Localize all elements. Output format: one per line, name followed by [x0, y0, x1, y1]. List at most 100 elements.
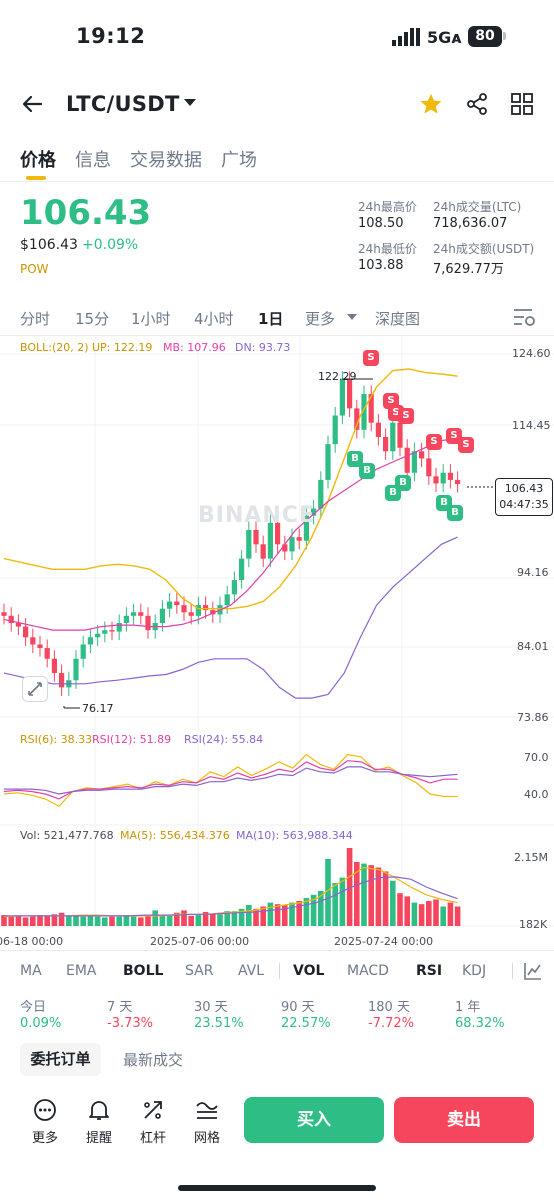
sell-marker[interactable]: S — [426, 434, 442, 450]
boll-mb: MB: 107.96 — [163, 341, 226, 354]
candlestick-chart[interactable] — [0, 336, 554, 936]
buy-marker[interactable]: B — [395, 475, 411, 491]
chart-settings-icon[interactable] — [512, 306, 536, 328]
candle-body — [231, 580, 237, 595]
interval-4h[interactable]: 4小时 — [194, 310, 234, 328]
indicator-rsi[interactable]: RSI — [416, 963, 443, 979]
tab-square[interactable]: 广场 — [221, 150, 257, 171]
volume-bar — [274, 904, 281, 926]
interval-1h[interactable]: 1小时 — [131, 310, 171, 328]
indicator-avl[interactable]: AVL — [238, 963, 265, 979]
indicator-settings-icon[interactable] — [523, 961, 543, 981]
candle-body — [145, 615, 151, 631]
interval-15m[interactable]: 15分 — [75, 310, 110, 328]
volume-bar — [174, 912, 180, 926]
pair-title[interactable]: LTC/USDT — [66, 92, 180, 116]
volume-bar — [102, 917, 108, 926]
indicator-boll[interactable]: BOLL — [123, 963, 164, 979]
sell-marker[interactable]: S — [363, 350, 379, 366]
volume-bar — [58, 912, 65, 926]
grid-label[interactable]: 网格 — [194, 1131, 221, 1146]
volume-bar — [138, 917, 144, 926]
bell-icon[interactable] — [87, 1098, 111, 1122]
volume-bar — [130, 916, 137, 926]
depth-chart-tab[interactable]: 深度图 — [375, 310, 421, 328]
rsi-axis-label: 70.0 — [524, 751, 549, 764]
date-label: 06-18 00:00 — [0, 935, 64, 948]
candle-body — [51, 658, 57, 674]
volume-bar — [260, 906, 266, 926]
candle-body — [102, 630, 108, 634]
volume-bar — [325, 858, 331, 926]
volume-bar — [210, 913, 216, 926]
tab-trading-data[interactable]: 交易数据 — [130, 150, 202, 171]
vol-ma10-label: MA(10): 563,988.344 — [236, 829, 353, 842]
rsi24-label: RSI(24): 55.84 — [184, 733, 264, 746]
volume-bar — [397, 893, 403, 926]
leverage-label[interactable]: 杠杆 — [140, 1131, 167, 1146]
volume-bar — [426, 901, 432, 926]
candle-body — [282, 544, 288, 552]
price-axis-label: 84.01 — [517, 640, 549, 653]
buy-button[interactable]: 买入 — [244, 1097, 384, 1143]
more-label[interactable]: 更多 — [32, 1131, 59, 1146]
candle-body — [426, 458, 432, 477]
coin-tag[interactable]: POW — [20, 262, 49, 276]
tab-open-orders[interactable]: 委托订单 — [20, 1043, 101, 1076]
interval-1d[interactable]: 1日 — [258, 310, 284, 328]
date-label: 2025-07-06 00:00 — [150, 935, 250, 948]
buy-marker[interactable]: B — [447, 505, 463, 521]
tab-price[interactable]: 价格 — [20, 150, 56, 171]
more-caret-icon[interactable] — [347, 314, 357, 320]
more-icon[interactable] — [33, 1098, 57, 1122]
candle-body — [361, 394, 367, 430]
interval-more[interactable]: 更多 — [305, 310, 336, 328]
tab-info[interactable]: 信息 — [75, 150, 111, 171]
indicator-macd[interactable]: MACD — [347, 963, 389, 979]
volume-bar — [454, 906, 461, 926]
indicator-kdj[interactable]: KDJ — [462, 963, 487, 979]
volume-bar — [303, 897, 310, 926]
interval-divider — [0, 335, 554, 336]
candle-body — [455, 479, 461, 484]
candle-body — [397, 422, 403, 448]
leverage-icon[interactable] — [141, 1098, 165, 1122]
candle-body — [339, 379, 345, 416]
buy-marker[interactable]: B — [347, 451, 363, 467]
sell-button[interactable]: 卖出 — [394, 1097, 534, 1143]
fullscreen-icon[interactable] — [22, 676, 48, 702]
favorite-star-icon[interactable] — [419, 92, 443, 116]
tab-latest-trades[interactable]: 最新成交 — [123, 1051, 184, 1069]
indicator-vol[interactable]: VOL — [293, 963, 325, 979]
back-arrow-icon[interactable] — [20, 92, 44, 116]
candle-body — [73, 658, 79, 681]
sell-marker[interactable]: S — [458, 437, 474, 453]
candle-body — [404, 447, 410, 473]
status-time: 19:12 — [76, 24, 146, 48]
volume-bar — [289, 902, 295, 926]
volume-bar — [411, 902, 418, 926]
alert-label[interactable]: 提醒 — [86, 1131, 113, 1146]
indicator-ma[interactable]: MA — [20, 963, 42, 979]
volume-bar — [282, 904, 288, 926]
share-icon[interactable] — [466, 93, 488, 115]
candle-body — [246, 529, 252, 559]
grid-menu-icon[interactable] — [511, 93, 533, 115]
pair-dropdown-caret-icon[interactable] — [184, 99, 196, 106]
buy-marker[interactable]: B — [359, 463, 375, 479]
network-label: 5Gᴀ — [427, 28, 462, 47]
candle-body — [390, 422, 396, 452]
volume-bar — [123, 915, 130, 926]
grid-trading-icon[interactable] — [195, 1098, 219, 1122]
perf-label: 7 天 — [107, 1000, 133, 1015]
indicator-ema[interactable]: EMA — [66, 963, 97, 979]
vol-label: Vol: 521,477.768 — [20, 829, 114, 842]
interval-timeline[interactable]: 分时 — [20, 310, 51, 328]
candle-body — [347, 379, 353, 409]
sell-marker[interactable]: S — [398, 408, 414, 424]
volume-bar — [66, 915, 72, 926]
vol-axis-label: 2.15M — [514, 851, 548, 864]
volume-bar — [80, 916, 86, 926]
indicator-sar[interactable]: SAR — [185, 963, 214, 979]
volume-bar — [145, 915, 151, 926]
